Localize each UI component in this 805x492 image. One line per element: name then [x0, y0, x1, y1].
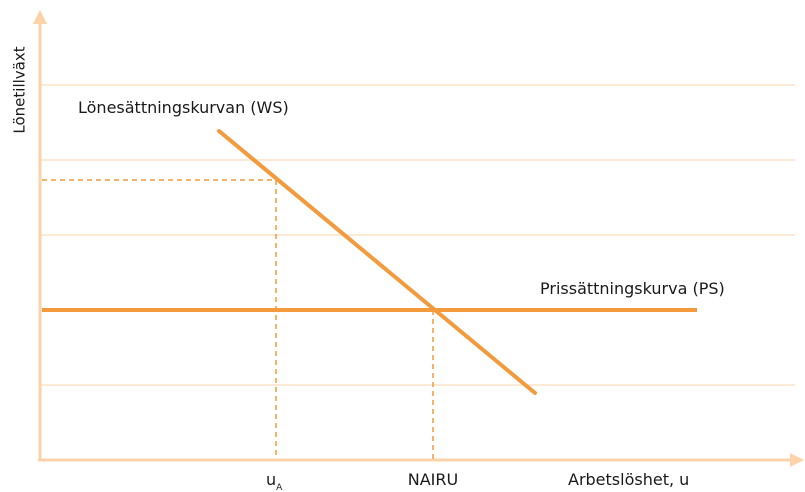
nairu-label: NAIRU	[408, 470, 458, 489]
ua-main: u	[266, 470, 276, 489]
axes	[33, 10, 804, 467]
ua-label: uA	[266, 470, 283, 492]
ws-curve	[217, 129, 537, 395]
y-arrow	[33, 10, 47, 24]
y-axis-label: Lönetillväxt	[11, 46, 29, 133]
x-arrow	[790, 453, 804, 467]
ws-label: Lönesättningskurvan (WS)	[78, 98, 289, 117]
grid	[40, 84, 795, 386]
ps-label: Prissättningskurva (PS)	[540, 279, 725, 298]
ua-sub: A	[276, 483, 283, 492]
x-axis-label: Arbetslöshet, u	[568, 470, 689, 489]
